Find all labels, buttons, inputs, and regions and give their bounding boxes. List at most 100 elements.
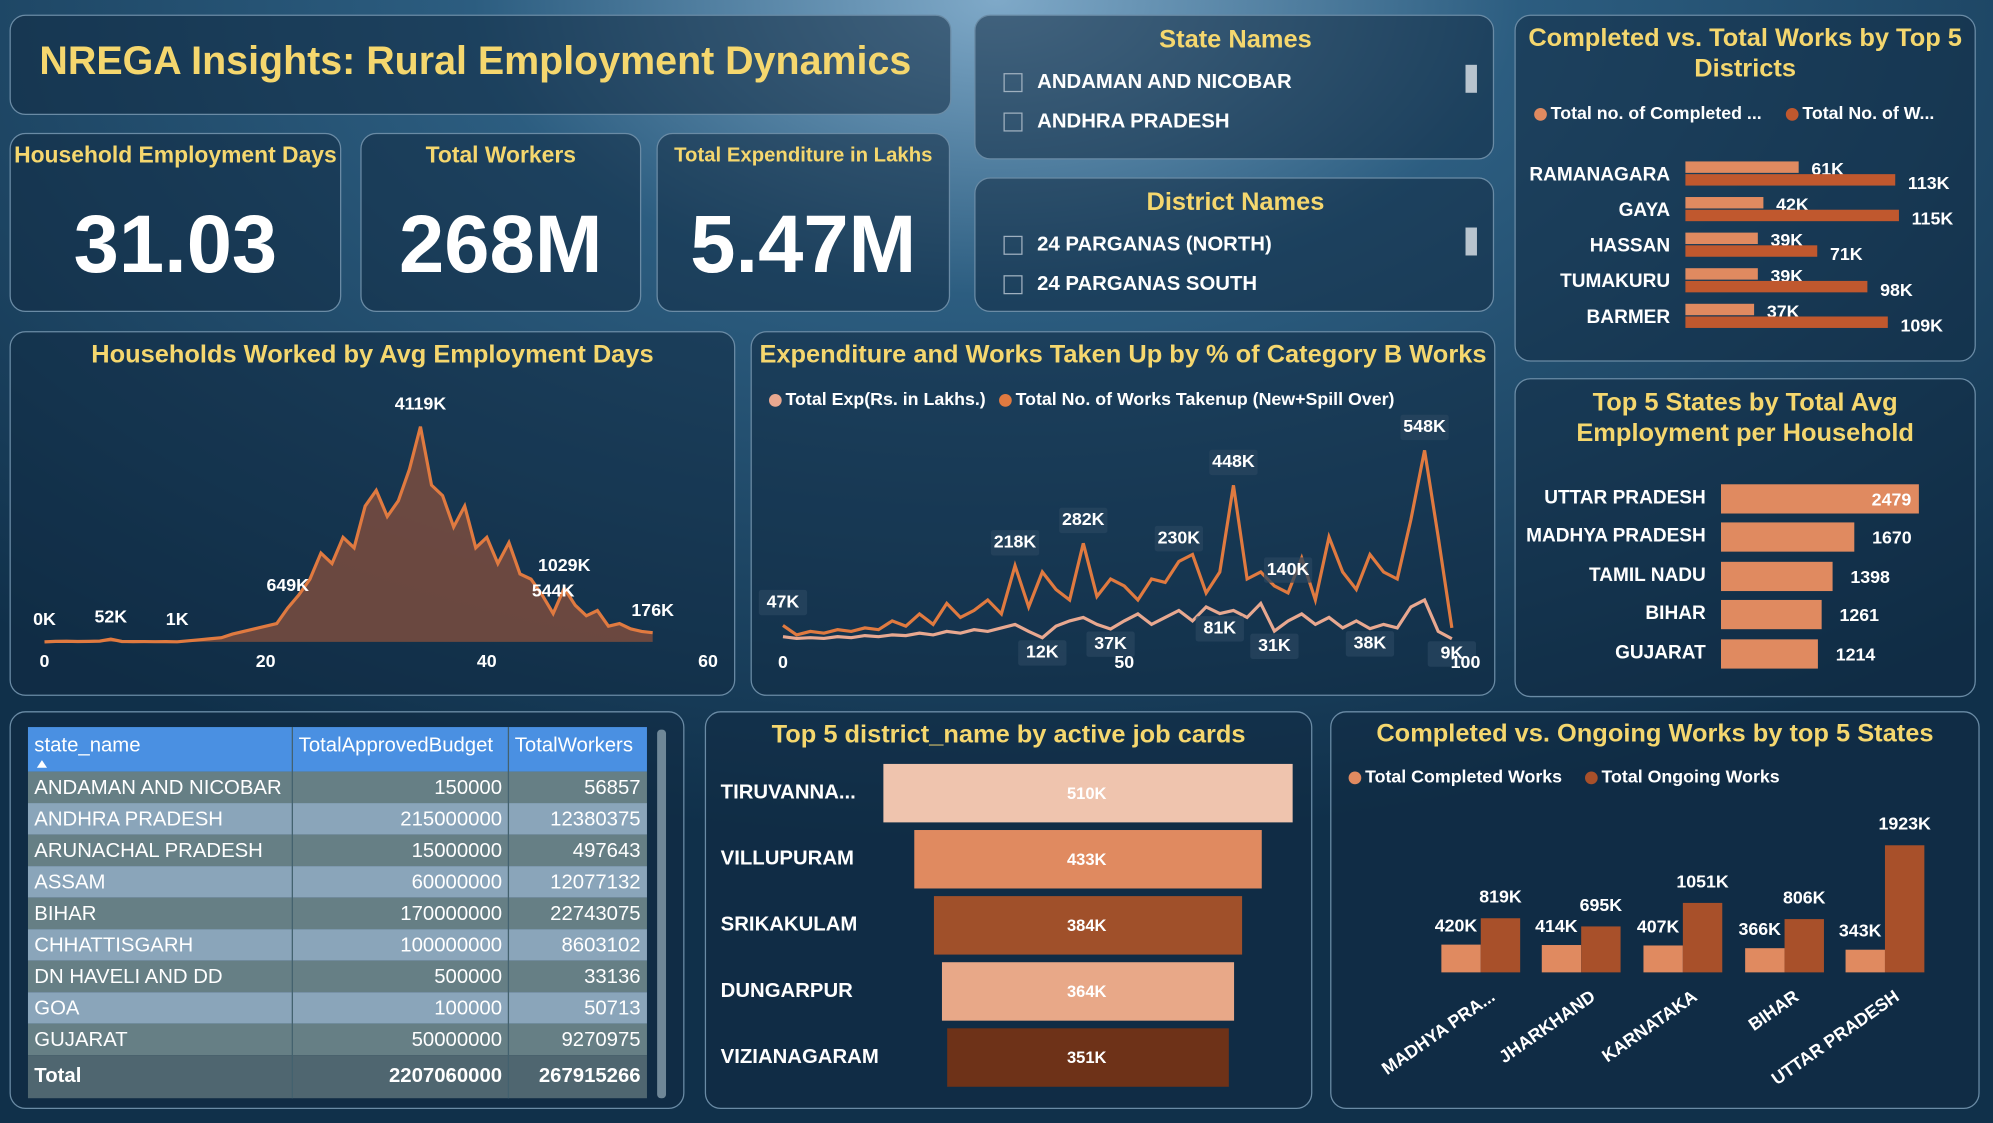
table-total: 2207060000 bbox=[389, 1065, 502, 1087]
bar bbox=[1720, 639, 1818, 669]
table-total-row bbox=[27, 1055, 647, 1099]
bar bbox=[1720, 561, 1833, 592]
column-header[interactable]: TotalApprovedBudget bbox=[299, 734, 494, 756]
y-tick-label: MADHYA PRADESH bbox=[1526, 525, 1706, 546]
bar bbox=[1685, 316, 1888, 328]
data-label: 366K bbox=[1739, 919, 1782, 939]
y-tick-label: BARMER bbox=[1587, 307, 1671, 328]
table-cell: 100000 bbox=[434, 998, 502, 1020]
chart-title: Expenditure and Works Taken Up by % of C… bbox=[759, 341, 1486, 369]
y-tick-label: UTTAR PRADESH bbox=[1544, 487, 1706, 508]
legend-marker bbox=[1584, 771, 1598, 785]
table-cell: DN HAVELI AND DD bbox=[34, 966, 222, 988]
data-label: 71K bbox=[1830, 244, 1863, 264]
kpi-label: Total Workers bbox=[426, 141, 576, 167]
kpi-card bbox=[360, 132, 642, 313]
data-label-bg bbox=[1154, 525, 1203, 552]
checkbox[interactable] bbox=[1003, 73, 1023, 93]
table-cell: 150000 bbox=[434, 777, 502, 799]
x-tick-label: 20 bbox=[256, 651, 276, 671]
data-label: 649K bbox=[267, 575, 310, 595]
slicer-title: State Names bbox=[1159, 25, 1312, 53]
x-tick-label: 100 bbox=[1451, 652, 1481, 672]
data-label: 510K bbox=[1067, 784, 1107, 803]
table-row bbox=[27, 897, 647, 930]
funnel-bar bbox=[883, 763, 1293, 823]
chart-panel bbox=[750, 331, 1496, 696]
slicer-item[interactable]: 24 PARGANAS SOUTH bbox=[1037, 273, 1257, 295]
funnel-bar bbox=[933, 896, 1243, 955]
data-label: 39K bbox=[1771, 266, 1804, 286]
bar bbox=[1685, 232, 1758, 245]
slicer bbox=[974, 14, 1495, 160]
y-tick-label: BIHAR bbox=[1645, 603, 1706, 624]
data-label: 433K bbox=[1067, 850, 1107, 869]
data-label: 230K bbox=[1158, 527, 1201, 547]
legend-label: Total Completed Works bbox=[1365, 767, 1562, 787]
dashboard-title: NREGA Insights: Rural Employment Dynamic… bbox=[39, 39, 911, 83]
table-cell: 9270975 bbox=[561, 1029, 640, 1051]
kpi-value: 5.47M bbox=[690, 199, 916, 290]
slicer-scrollbar bbox=[1465, 64, 1477, 93]
table-cell: 15000000 bbox=[412, 840, 502, 862]
data-label: 39K bbox=[1771, 230, 1804, 250]
funnel-bar bbox=[947, 1028, 1229, 1087]
bar bbox=[1480, 918, 1521, 973]
chart-title: Completed vs. Total Works by Top 5 Distr… bbox=[1528, 24, 1962, 83]
bar bbox=[1685, 280, 1868, 293]
data-label: 81K bbox=[1203, 618, 1236, 638]
bar bbox=[1720, 484, 1919, 514]
checkbox[interactable] bbox=[1003, 275, 1023, 295]
table-cell: ARUNACHAL PRADESH bbox=[34, 840, 263, 862]
chart-title: Completed vs. Ongoing Works by top 5 Sta… bbox=[1376, 719, 1933, 747]
legend-marker bbox=[1348, 771, 1362, 785]
data-label: 1261 bbox=[1839, 605, 1879, 625]
data-label: 47K bbox=[767, 591, 800, 611]
table-row bbox=[27, 771, 647, 804]
legend-marker bbox=[768, 394, 782, 407]
slicer-title: District Names bbox=[1146, 188, 1324, 216]
y-tick-label: TUMAKURU bbox=[1560, 271, 1670, 292]
bar bbox=[1685, 197, 1764, 209]
table-cell: 500000 bbox=[434, 966, 502, 988]
data-label: 282K bbox=[1062, 509, 1105, 529]
table-header bbox=[27, 727, 647, 772]
checkbox[interactable] bbox=[1003, 112, 1023, 132]
bar bbox=[1784, 919, 1824, 973]
table-scrollbar bbox=[657, 729, 667, 1099]
table-cell: ASSAM bbox=[34, 872, 105, 894]
kpi-card bbox=[9, 132, 342, 313]
legend-marker bbox=[999, 394, 1012, 407]
data-label: 109K bbox=[1901, 315, 1944, 335]
category-label: DUNGARPUR bbox=[721, 980, 853, 1002]
bar bbox=[1643, 945, 1683, 973]
bar bbox=[1685, 174, 1896, 186]
table-cell: 50713 bbox=[584, 998, 641, 1020]
slicer-item[interactable]: ANDHRA PRADESH bbox=[1037, 110, 1229, 132]
kpi-value: 268M bbox=[399, 199, 602, 290]
x-tick-label: 50 bbox=[1114, 652, 1134, 672]
table-cell: 60000000 bbox=[412, 872, 502, 894]
data-label: 42K bbox=[1776, 195, 1809, 215]
column-header[interactable]: state_name bbox=[34, 734, 140, 756]
y-tick-label: RAMANAGARA bbox=[1529, 164, 1670, 185]
slicer-item[interactable]: ANDAMAN AND NICOBAR bbox=[1037, 71, 1292, 93]
bar bbox=[1541, 945, 1582, 973]
data-label-bg bbox=[1400, 414, 1449, 441]
kpi-label: Total Expenditure in Lakhs bbox=[674, 145, 932, 167]
data-label: 407K bbox=[1637, 916, 1680, 936]
data-label: 0K bbox=[33, 609, 56, 629]
sort-arrow bbox=[36, 760, 48, 768]
data-label: 4119K bbox=[395, 394, 447, 414]
bar bbox=[1441, 944, 1481, 973]
data-label-bg bbox=[1195, 616, 1244, 642]
data-label: 414K bbox=[1535, 916, 1578, 936]
bar bbox=[1581, 926, 1621, 973]
data-label: 819K bbox=[1479, 887, 1522, 907]
data-label: 1214 bbox=[1836, 645, 1876, 665]
slicer-item[interactable]: 24 PARGANAS (NORTH) bbox=[1037, 234, 1272, 256]
checkbox[interactable] bbox=[1003, 235, 1023, 255]
column-header[interactable]: TotalWorkers bbox=[515, 734, 633, 756]
chart-title: Top 5 district_name by active job cards bbox=[772, 721, 1246, 749]
